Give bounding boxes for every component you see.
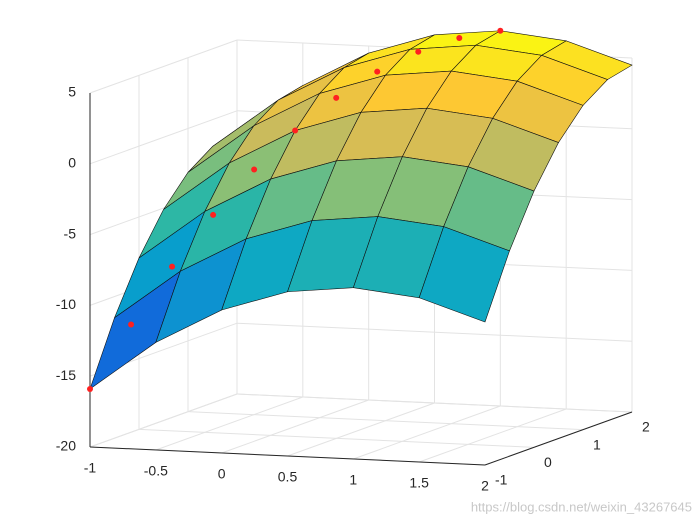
grid-line	[221, 399, 369, 454]
grid-line	[287, 402, 435, 457]
path-marker	[169, 263, 176, 270]
grid-line	[353, 405, 501, 460]
y-tick-label: -1	[495, 472, 508, 488]
z-tick-label: -20	[56, 438, 76, 454]
grid-line	[89, 39, 238, 94]
path-marker	[128, 321, 135, 328]
x-tick-label: 2	[481, 478, 489, 494]
grid-line	[236, 393, 633, 413]
path-marker	[415, 48, 422, 55]
grid-line	[187, 411, 584, 431]
path-marker	[456, 34, 463, 41]
x-tick-label: 0	[218, 466, 226, 482]
path-marker	[374, 68, 381, 75]
grid-line	[155, 396, 304, 451]
z-tick-label: 5	[68, 84, 76, 100]
path-marker	[333, 94, 340, 101]
z-tick-label: -15	[56, 367, 76, 383]
x-tick-label: 1	[349, 472, 357, 488]
surface-patch	[418, 226, 510, 323]
y-tick-label: 2	[642, 419, 650, 435]
x-axis	[89, 446, 486, 466]
x-tick-label: 0.5	[278, 469, 298, 485]
path-marker	[87, 385, 93, 392]
watermark: https://blog.csdn.net/weixin_43267645	[471, 499, 692, 514]
grid-line	[138, 428, 535, 448]
z-tick-label: -10	[56, 296, 76, 312]
y-tick-label: 1	[593, 436, 601, 452]
x-tick-label: 1.5	[409, 475, 429, 491]
x-tick-label: -0.5	[144, 463, 168, 479]
path-marker	[497, 27, 504, 34]
grid-line	[418, 408, 567, 463]
path-marker	[210, 211, 217, 218]
path-marker	[292, 127, 299, 134]
y-axis	[484, 411, 633, 466]
x-tick-label: -1	[84, 460, 97, 476]
z-tick-label: 0	[68, 155, 76, 171]
y-tick-label: 0	[544, 454, 552, 470]
z-tick-label: -5	[64, 225, 77, 241]
grid-line	[236, 322, 633, 342]
grid-line	[89, 110, 238, 165]
path-marker	[251, 166, 258, 173]
grid-line	[89, 393, 238, 448]
